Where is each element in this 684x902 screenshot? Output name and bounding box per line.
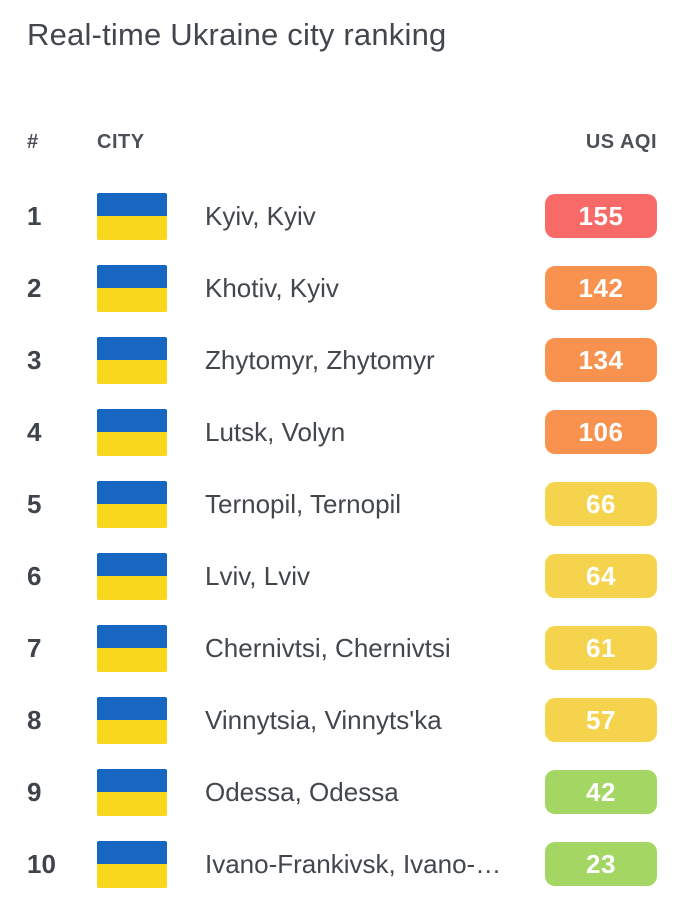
- ukraine-flag-icon: [97, 552, 167, 600]
- aqi-badge: 57: [545, 698, 657, 742]
- page-title: Real-time Ukraine city ranking: [27, 17, 447, 52]
- table-row[interactable]: 4 Lutsk, Volyn 106: [27, 396, 657, 468]
- aqi-badge: 64: [545, 554, 657, 598]
- ukraine-flag-icon: [97, 768, 167, 816]
- city-name[interactable]: Zhytomyr, Zhytomyr: [205, 344, 435, 375]
- flag-blue-stripe: [97, 696, 167, 720]
- flag-blue-stripe: [97, 336, 167, 360]
- flag-blue-stripe: [97, 480, 167, 504]
- header-rank: #: [27, 130, 39, 153]
- aqi-badge: 66: [545, 482, 657, 526]
- flag-yellow-stripe: [97, 216, 167, 240]
- aqi-badge: 61: [545, 626, 657, 670]
- rank-number: 2: [27, 272, 42, 303]
- table-header: # CITY US AQI: [27, 130, 657, 154]
- table-row[interactable]: 3 Zhytomyr, Zhytomyr 134: [27, 324, 657, 396]
- city-name[interactable]: Lviv, Lviv: [205, 560, 310, 591]
- flag-yellow-stripe: [97, 288, 167, 312]
- rank-number: 7: [27, 632, 42, 663]
- rank-number: 6: [27, 560, 42, 591]
- aqi-badge: 155: [545, 194, 657, 238]
- ukraine-flag-icon: [97, 408, 167, 456]
- ukraine-flag-icon: [97, 840, 167, 888]
- flag-blue-stripe: [97, 408, 167, 432]
- flag-yellow-stripe: [97, 720, 167, 744]
- ukraine-flag-icon: [97, 264, 167, 312]
- table-row[interactable]: 9 Odessa, Odessa 42: [27, 756, 657, 828]
- city-name[interactable]: Ternopil, Ternopil: [205, 488, 402, 519]
- header-aqi: US AQI: [585, 130, 657, 153]
- rank-number: 3: [27, 344, 42, 375]
- city-name[interactable]: Lutsk, Volyn: [205, 416, 346, 447]
- city-name[interactable]: Odessa, Odessa: [205, 776, 399, 807]
- table-row[interactable]: 7 Chernivtsi, Chernivtsi 61: [27, 612, 657, 684]
- city-name[interactable]: Khotiv, Kyiv: [205, 272, 339, 303]
- ukraine-flag-icon: [97, 696, 167, 744]
- ukraine-flag-icon: [97, 480, 167, 528]
- flag-yellow-stripe: [97, 648, 167, 672]
- rank-number: 9: [27, 776, 42, 807]
- rank-number: 5: [27, 488, 42, 519]
- table-row[interactable]: 2 Khotiv, Kyiv 142: [27, 252, 657, 324]
- table-row[interactable]: 10 Ivano-Frankivsk, Ivano-… 23: [27, 828, 657, 900]
- city-name[interactable]: Kyiv, Kyiv: [205, 200, 316, 231]
- table-row[interactable]: 5 Ternopil, Ternopil 66: [27, 468, 657, 540]
- aqi-badge: 134: [545, 338, 657, 382]
- header-city: CITY: [97, 130, 145, 153]
- city-name[interactable]: Vinnytsia, Vinnyts'ka: [205, 704, 442, 735]
- aqi-badge: 142: [545, 266, 657, 310]
- city-name[interactable]: Ivano-Frankivsk, Ivano-…: [205, 848, 502, 879]
- table-row[interactable]: 1 Kyiv, Kyiv 155: [27, 180, 657, 252]
- flag-yellow-stripe: [97, 792, 167, 816]
- ukraine-flag-icon: [97, 624, 167, 672]
- flag-blue-stripe: [97, 192, 167, 216]
- rank-number: 1: [27, 200, 42, 231]
- rank-number: 10: [27, 848, 56, 879]
- flag-blue-stripe: [97, 624, 167, 648]
- flag-blue-stripe: [97, 840, 167, 864]
- rank-number: 4: [27, 416, 42, 447]
- flag-yellow-stripe: [97, 864, 167, 888]
- flag-yellow-stripe: [97, 360, 167, 384]
- ranking-rows: 1 Kyiv, Kyiv 155 2 Khotiv, Kyiv 142 3 Zh…: [27, 180, 657, 900]
- flag-blue-stripe: [97, 768, 167, 792]
- ukraine-flag-icon: [97, 192, 167, 240]
- table-row[interactable]: 6 Lviv, Lviv 64: [27, 540, 657, 612]
- aqi-badge: 23: [545, 842, 657, 886]
- table-row[interactable]: 8 Vinnytsia, Vinnyts'ka 57: [27, 684, 657, 756]
- flag-yellow-stripe: [97, 576, 167, 600]
- flag-blue-stripe: [97, 264, 167, 288]
- city-name[interactable]: Chernivtsi, Chernivtsi: [205, 632, 451, 663]
- aqi-badge: 106: [545, 410, 657, 454]
- flag-yellow-stripe: [97, 432, 167, 456]
- flag-blue-stripe: [97, 552, 167, 576]
- aqi-badge: 42: [545, 770, 657, 814]
- rank-number: 8: [27, 704, 42, 735]
- flag-yellow-stripe: [97, 504, 167, 528]
- ukraine-flag-icon: [97, 336, 167, 384]
